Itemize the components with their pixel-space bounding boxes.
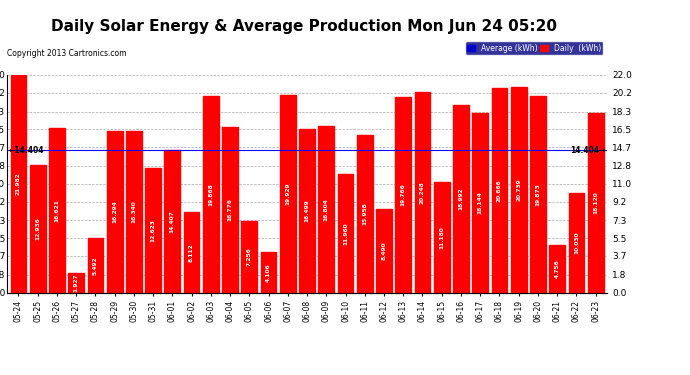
Text: 14.407: 14.407 bbox=[170, 210, 175, 232]
Bar bbox=[203, 96, 219, 292]
Bar bbox=[318, 126, 334, 292]
Text: 19.929: 19.929 bbox=[285, 183, 290, 205]
Bar bbox=[415, 92, 431, 292]
Text: 20.248: 20.248 bbox=[420, 181, 425, 204]
Bar bbox=[549, 246, 565, 292]
Bar bbox=[126, 131, 141, 292]
Bar bbox=[145, 168, 161, 292]
Text: 16.340: 16.340 bbox=[131, 200, 137, 223]
Text: 16.499: 16.499 bbox=[304, 200, 310, 222]
Bar bbox=[337, 174, 353, 292]
Text: 4.756: 4.756 bbox=[555, 260, 560, 278]
Text: Copyright 2013 Cartronics.com: Copyright 2013 Cartronics.com bbox=[7, 49, 126, 58]
Bar bbox=[107, 131, 123, 292]
Text: 12.623: 12.623 bbox=[150, 219, 156, 242]
Bar bbox=[588, 113, 604, 292]
Text: 20.739: 20.739 bbox=[516, 178, 521, 201]
Bar bbox=[184, 212, 199, 292]
Text: 15.958: 15.958 bbox=[362, 202, 367, 225]
Text: 4.106: 4.106 bbox=[266, 263, 271, 282]
Text: 5.492: 5.492 bbox=[93, 256, 98, 274]
Bar bbox=[280, 96, 296, 292]
Bar bbox=[530, 96, 546, 292]
Bar bbox=[357, 135, 373, 292]
Bar bbox=[299, 129, 315, 292]
Bar bbox=[68, 273, 84, 292]
Text: 8.490: 8.490 bbox=[382, 241, 386, 260]
Text: 11.960: 11.960 bbox=[343, 222, 348, 245]
Bar bbox=[511, 87, 526, 292]
Bar bbox=[395, 97, 411, 292]
Bar bbox=[376, 209, 392, 292]
Bar bbox=[453, 105, 469, 292]
Text: 10.030: 10.030 bbox=[574, 232, 579, 254]
Text: 19.873: 19.873 bbox=[535, 183, 540, 206]
Bar bbox=[222, 127, 238, 292]
Text: 19.766: 19.766 bbox=[401, 183, 406, 206]
Text: 16.804: 16.804 bbox=[324, 198, 329, 221]
Text: 1.927: 1.927 bbox=[74, 274, 79, 292]
Text: 12.936: 12.936 bbox=[35, 217, 40, 240]
Bar bbox=[569, 194, 584, 292]
Text: 18.144: 18.144 bbox=[477, 191, 483, 214]
Bar bbox=[49, 128, 65, 292]
Bar bbox=[10, 75, 26, 292]
Bar bbox=[164, 150, 180, 292]
Bar bbox=[30, 165, 46, 292]
Text: 11.180: 11.180 bbox=[440, 226, 444, 249]
Bar bbox=[88, 238, 103, 292]
Text: 7.256: 7.256 bbox=[247, 247, 252, 266]
Text: 16.621: 16.621 bbox=[55, 199, 59, 222]
Text: 20.666: 20.666 bbox=[497, 179, 502, 202]
Text: Daily Solar Energy & Average Production Mon Jun 24 05:20: Daily Solar Energy & Average Production … bbox=[50, 19, 557, 34]
Text: 16.776: 16.776 bbox=[228, 198, 233, 221]
Text: 14.404→: 14.404→ bbox=[570, 146, 605, 154]
Text: 8.112: 8.112 bbox=[189, 243, 194, 262]
Bar bbox=[261, 252, 277, 292]
Legend: Average (kWh), Daily  (kWh): Average (kWh), Daily (kWh) bbox=[465, 41, 603, 55]
Text: 19.868: 19.868 bbox=[208, 183, 213, 206]
Bar bbox=[473, 113, 488, 292]
Text: 18.120: 18.120 bbox=[593, 192, 598, 214]
Bar bbox=[241, 221, 257, 292]
Bar bbox=[434, 182, 450, 292]
Text: 21.982: 21.982 bbox=[16, 172, 21, 195]
Text: 18.992: 18.992 bbox=[458, 187, 464, 210]
Text: 16.294: 16.294 bbox=[112, 201, 117, 223]
Bar bbox=[491, 88, 507, 292]
Text: ←14.404: ←14.404 bbox=[9, 146, 44, 154]
